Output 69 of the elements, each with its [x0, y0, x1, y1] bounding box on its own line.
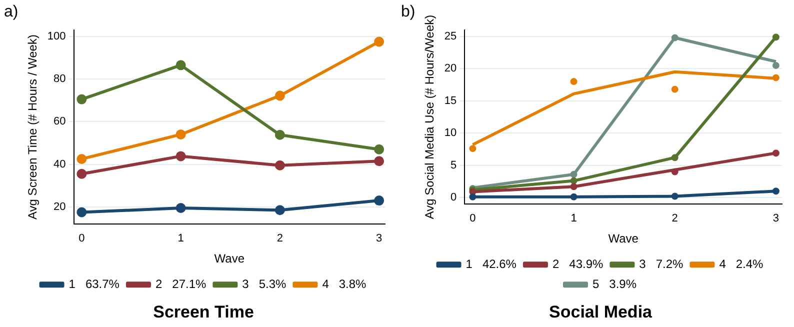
point [570, 177, 578, 184]
point [772, 34, 780, 41]
y-tick-label: 25 [444, 30, 457, 42]
point [772, 62, 780, 69]
x-axis-title: Wave [214, 252, 245, 266]
y-tick-label: 80 [54, 73, 66, 86]
x-tick-label: 3 [376, 232, 382, 245]
legend-label: 4 2.4% [719, 256, 764, 271]
text: a) [4, 3, 18, 20]
x-tick-label: 1 [570, 212, 577, 225]
point [671, 192, 678, 200]
point [274, 90, 285, 101]
x-tick-label: 0 [470, 212, 476, 225]
point [671, 168, 678, 176]
legend-label: 2 43.9% [552, 256, 604, 271]
point [772, 150, 780, 157]
point [772, 188, 780, 195]
legend-label: 2 27.1% [155, 276, 207, 291]
y-tick-label: 20 [444, 62, 457, 75]
y-axis-title: Avg Screen Time (# Hours / Week) [26, 34, 40, 220]
y-tick-label: 40 [54, 158, 66, 170]
point [76, 168, 87, 179]
point [176, 203, 186, 214]
text: b) [401, 3, 416, 20]
point [671, 86, 678, 93]
x-tick-label: 2 [672, 212, 678, 225]
point [374, 196, 384, 206]
point [570, 193, 578, 200]
point [671, 154, 678, 162]
point [274, 205, 285, 216]
point [274, 160, 285, 170]
point [274, 130, 285, 140]
point [570, 183, 578, 190]
legend-label: 1 42.6% [466, 256, 517, 271]
point [671, 34, 678, 42]
point [772, 74, 780, 82]
x-tick-label: 3 [772, 212, 779, 225]
text: Screen Time [153, 302, 254, 322]
point [469, 193, 476, 200]
y-tick-label: 60 [54, 116, 66, 128]
y-tick-label: 10 [444, 127, 457, 140]
x-tick-label: 0 [78, 232, 85, 245]
legend-label: 3 7.2% [639, 256, 684, 271]
point [176, 60, 186, 70]
x-tick-label: 1 [178, 232, 184, 245]
legend-label: 1 63.7% [68, 276, 120, 291]
y-axis-title: Avg Social Media Use (# Hours/Week) [422, 14, 437, 220]
point [469, 145, 476, 152]
point [570, 170, 578, 178]
legend-label: 4 3.8% [322, 276, 367, 291]
point [176, 129, 186, 140]
y-tick-label: 5 [450, 159, 457, 172]
point [76, 207, 87, 218]
y-tick-label: 100 [47, 30, 66, 42]
x-axis-title: Wave [608, 232, 639, 246]
legend-label: 5 3.9% [592, 276, 637, 291]
y-tick-label: 15 [444, 94, 457, 107]
point [374, 36, 384, 47]
y-tick-label: 20 [54, 200, 66, 213]
text: Social Media [549, 302, 653, 322]
point [374, 144, 384, 154]
y-tick-label: 0 [450, 192, 457, 204]
x-tick-label: 2 [276, 232, 283, 245]
point [76, 154, 87, 164]
legend-label: 3 5.3% [242, 276, 287, 291]
point [570, 78, 578, 86]
point [76, 94, 87, 104]
point [374, 156, 384, 166]
point [176, 151, 186, 162]
